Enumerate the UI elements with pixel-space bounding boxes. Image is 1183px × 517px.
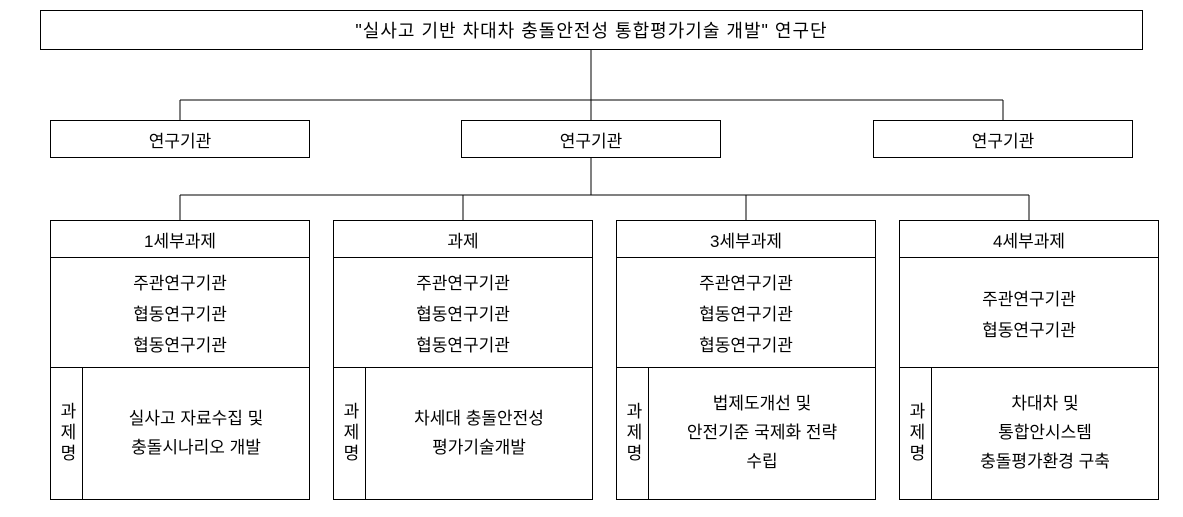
task-name-row: 과제명 차세대 충돌안전성평가기술개발 — [333, 368, 593, 500]
task-title-box: 1세부과제 — [50, 220, 310, 258]
task-title: 1세부과제 — [144, 227, 216, 252]
institution-label: 연구기관 — [560, 127, 623, 152]
task-name-row: 과제명 실사고 자료수집 및충돌시나리오 개발 — [50, 368, 310, 500]
task-block-1: 1세부과제 주관연구기관 협동연구기관 협동연구기관 과제명 실사고 자료수집 … — [50, 220, 310, 500]
task-name-label: 과제명 — [900, 368, 932, 499]
task-name-label: 과제명 — [617, 368, 649, 499]
task-title-box: 4세부과제 — [899, 220, 1159, 258]
task-org: 협동연구기관 — [699, 331, 793, 356]
task-title-box: 과제 — [333, 220, 593, 258]
task-block-4: 4세부과제 주관연구기관 협동연구기관 과제명 차대차 및통합안시스템충돌평가환… — [899, 220, 1159, 500]
task-name-label: 과제명 — [51, 368, 83, 499]
task-org: 협동연구기관 — [699, 300, 793, 325]
task-title: 4세부과제 — [993, 227, 1065, 252]
task-org: 주관연구기관 — [699, 269, 793, 294]
task-org: 주관연구기관 — [416, 269, 510, 294]
task-orgs-box: 주관연구기관 협동연구기관 — [899, 258, 1159, 368]
task-name-text: 차대차 및통합안시스템충돌평가환경 구축 — [932, 368, 1158, 499]
root-title-box: "실사고 기반 차대차 충돌안전성 통합평가기술 개발" 연구단 — [40, 10, 1143, 50]
task-block-2: 과제 주관연구기관 협동연구기관 협동연구기관 과제명 차세대 충돌안전성평가기… — [333, 220, 593, 500]
task-name-text: 실사고 자료수집 및충돌시나리오 개발 — [83, 368, 309, 499]
task-title-box: 3세부과제 — [616, 220, 876, 258]
task-title: 과제 — [447, 227, 478, 252]
task-org: 주관연구기관 — [982, 285, 1076, 310]
root-title: "실사고 기반 차대차 충돌안전성 통합평가기술 개발" 연구단 — [355, 17, 827, 43]
task-name-text: 법제도개선 및안전기준 국제화 전략수립 — [649, 368, 875, 499]
task-orgs-box: 주관연구기관 협동연구기관 협동연구기관 — [333, 258, 593, 368]
institution-label: 연구기관 — [972, 127, 1035, 152]
task-name-text: 차세대 충돌안전성평가기술개발 — [366, 368, 592, 499]
task-org: 협동연구기관 — [416, 300, 510, 325]
task-orgs-box: 주관연구기관 협동연구기관 협동연구기관 — [50, 258, 310, 368]
task-title: 3세부과제 — [710, 227, 782, 252]
task-name-row: 과제명 차대차 및통합안시스템충돌평가환경 구축 — [899, 368, 1159, 500]
task-name-label: 과제명 — [334, 368, 366, 499]
task-org: 협동연구기관 — [416, 331, 510, 356]
task-org: 협동연구기관 — [133, 300, 227, 325]
task-org: 주관연구기관 — [133, 269, 227, 294]
institution-box-2: 연구기관 — [461, 120, 721, 158]
task-block-3: 3세부과제 주관연구기관 협동연구기관 협동연구기관 과제명 법제도개선 및안전… — [616, 220, 876, 500]
task-orgs-box: 주관연구기관 협동연구기관 협동연구기관 — [616, 258, 876, 368]
institution-box-1: 연구기관 — [50, 120, 310, 158]
org-chart: "실사고 기반 차대차 충돌안전성 통합평가기술 개발" 연구단 연구기관 연구… — [0, 0, 1183, 517]
task-org: 협동연구기관 — [133, 331, 227, 356]
institution-box-3: 연구기관 — [873, 120, 1133, 158]
task-org: 협동연구기관 — [982, 316, 1076, 341]
institution-label: 연구기관 — [149, 127, 212, 152]
task-name-row: 과제명 법제도개선 및안전기준 국제화 전략수립 — [616, 368, 876, 500]
